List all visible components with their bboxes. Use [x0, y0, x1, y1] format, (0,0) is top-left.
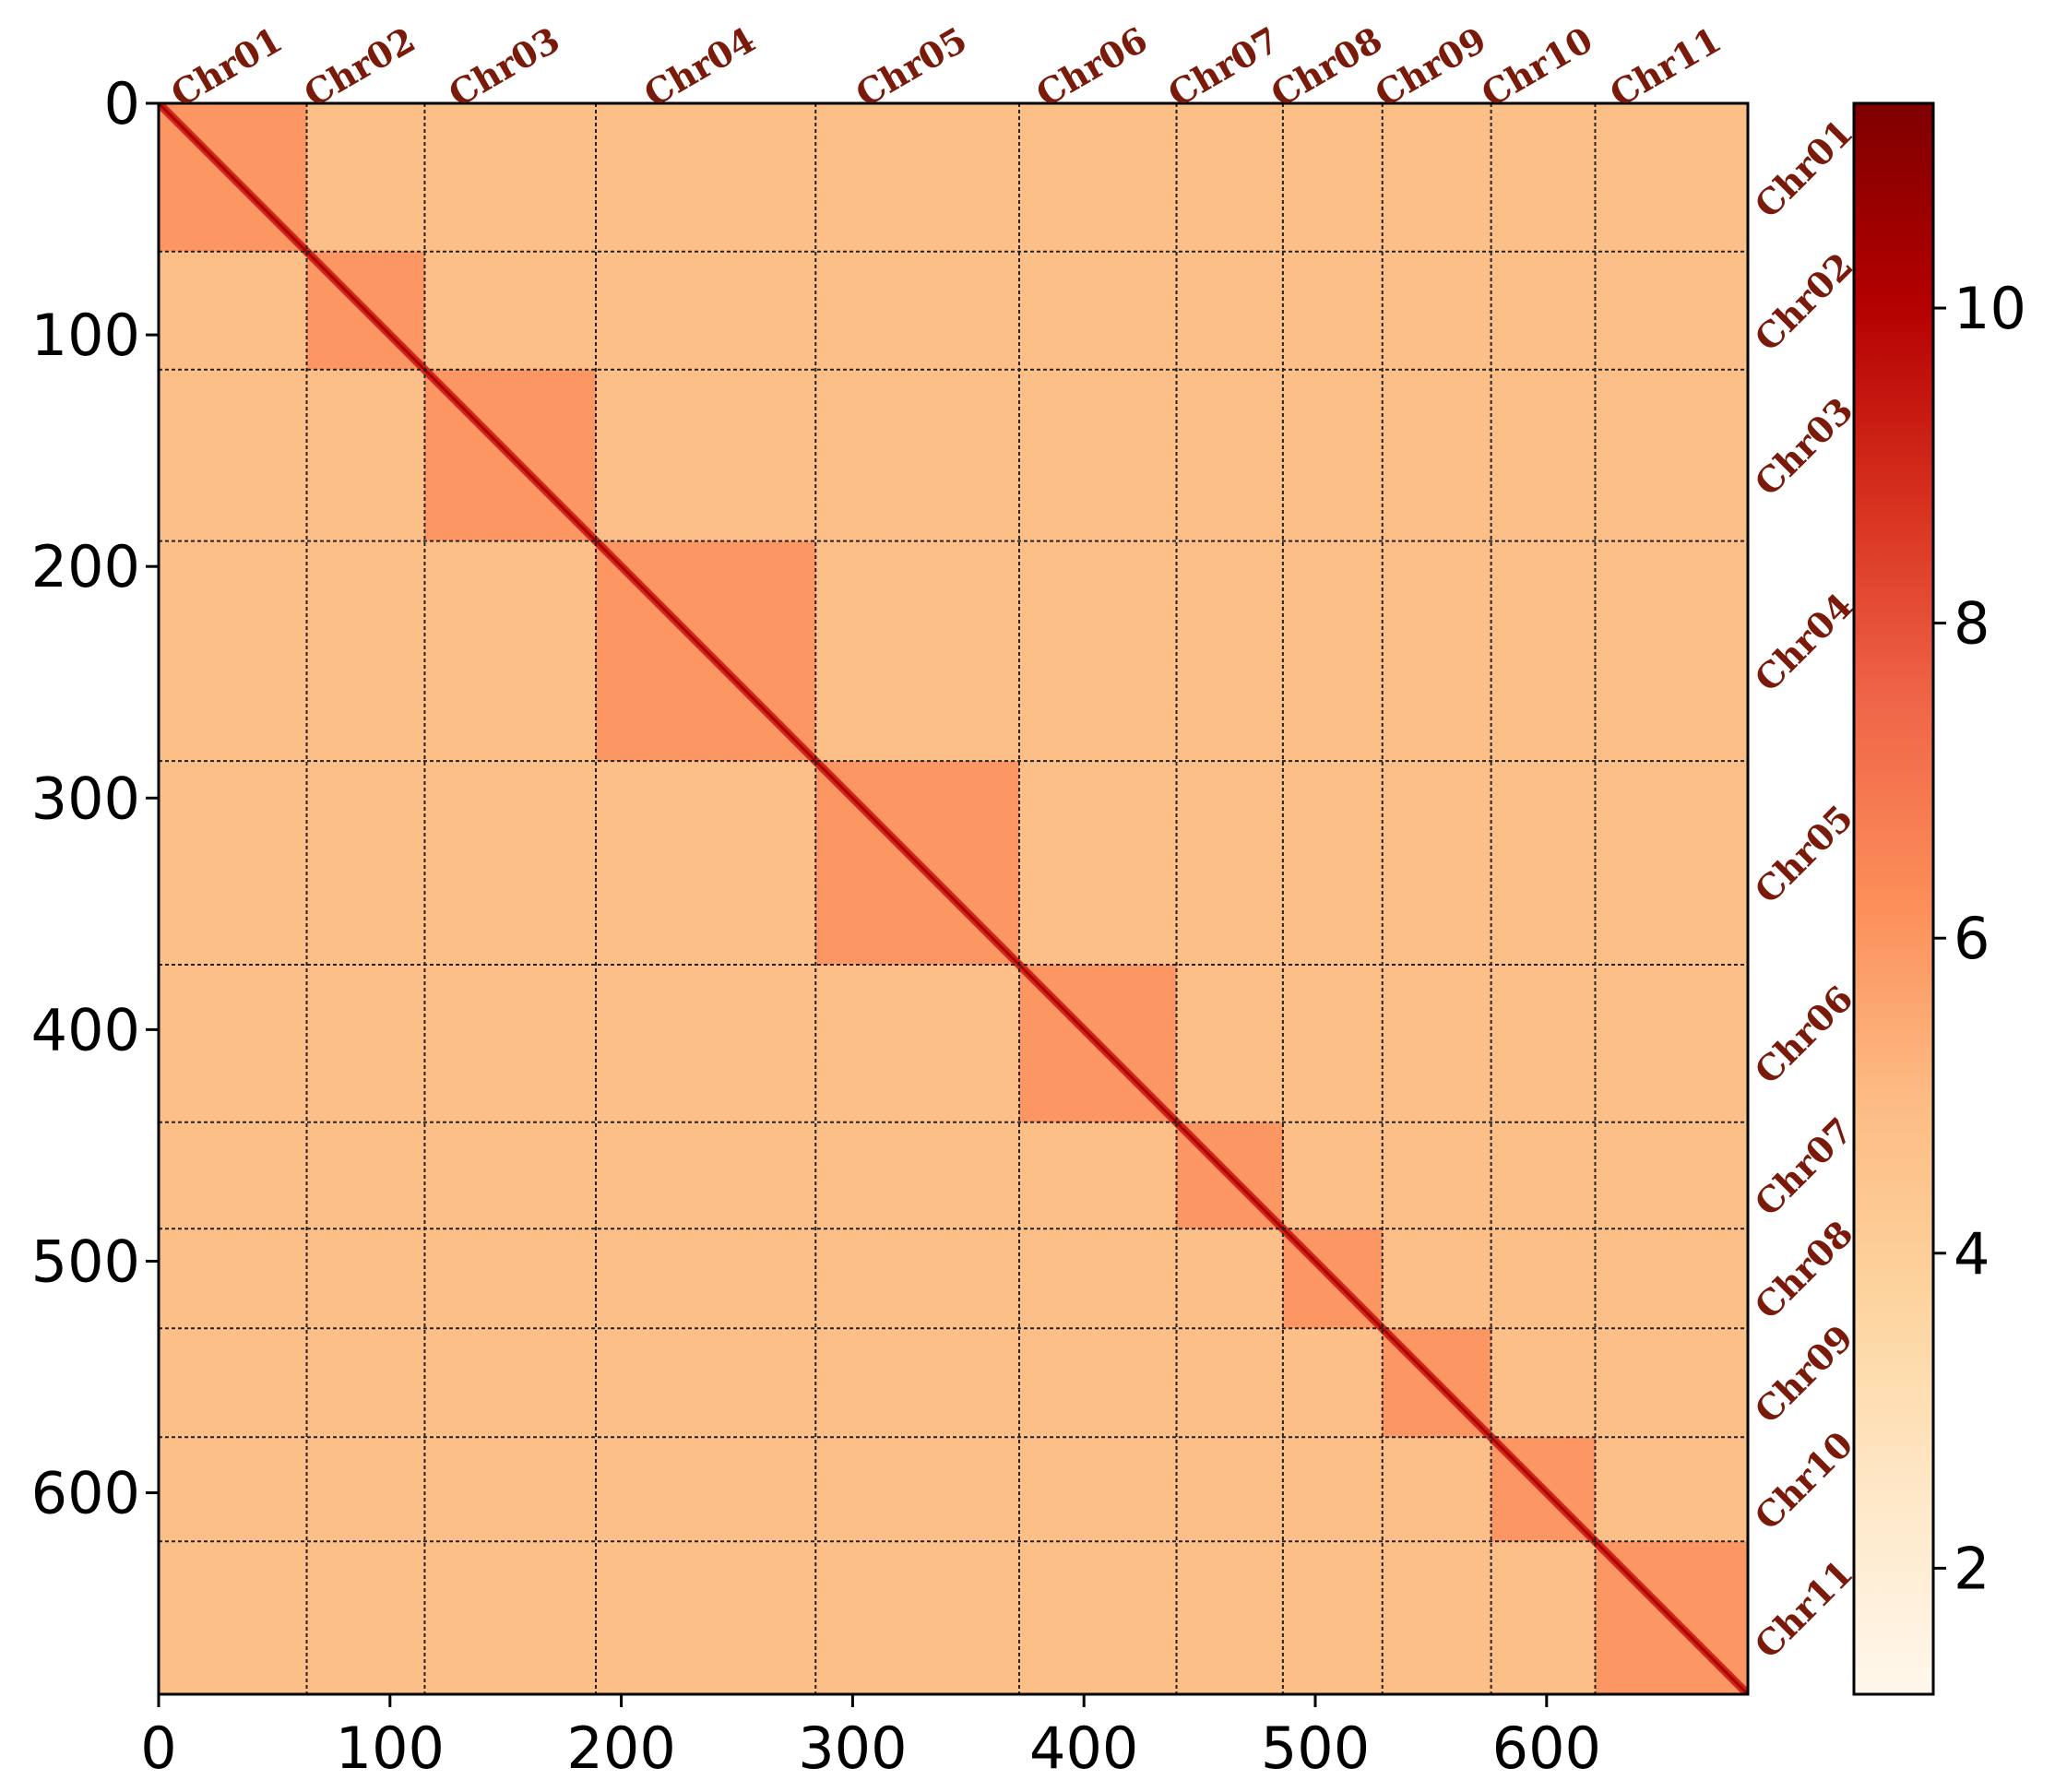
y-tick-label: 400	[31, 996, 140, 1063]
chromosome-label-right: Chr07	[1746, 1110, 1860, 1224]
diagonal-core	[159, 103, 1748, 1694]
chromosome-label-right: Chr06	[1746, 978, 1860, 1092]
colorbar-tick-label: 6	[1954, 905, 1990, 972]
colorbar-tick-label: 8	[1954, 590, 1990, 658]
chromosome-label-right: Chr11	[1746, 1551, 1860, 1666]
y-tick-label: 100	[31, 302, 140, 369]
chromosome-label-right: Chr04	[1746, 585, 1860, 699]
chromosome-label-top: Chr01	[164, 18, 290, 114]
x-tick-label: 300	[798, 1715, 907, 1782]
chromosome-label-top: Chr03	[442, 18, 567, 114]
x-tick-label: 400	[1029, 1715, 1138, 1782]
chromosome-labels-right: Chr01 Chr02 Chr03 Chr04 Chr05 Chr06 Chr07Chr08…	[1746, 112, 1860, 1667]
chromosome-label-top: Chr02	[297, 18, 422, 114]
chromosome-label-top: Chr07	[1161, 18, 1287, 114]
chromosome-label-right: Chr01	[1746, 112, 1860, 226]
chromosome-label-top: Chr06	[1029, 18, 1155, 114]
chromosome-boundaries	[159, 103, 1748, 1694]
chromosome-label-right: Chr05	[1746, 797, 1860, 911]
colorbar-tick-label: 2	[1954, 1535, 1990, 1602]
chromosome-label-right: Chr02	[1746, 244, 1860, 359]
chromosome-label-top: Chr08	[1264, 18, 1389, 114]
y-tick-label: 0	[104, 70, 140, 137]
y-axis: 0 100 200 300 400 500 600	[31, 70, 159, 1527]
y-tick-label: 300	[31, 765, 140, 832]
heatmap-plot-area	[159, 103, 1748, 1694]
chromosome-label-right: Chr08	[1746, 1213, 1860, 1327]
chromosome-label-top: Chr10	[1474, 18, 1599, 114]
x-tick-label: 200	[566, 1715, 675, 1782]
chromosome-label-top: Chr05	[849, 18, 974, 114]
chromosome-label-top: Chr09	[1368, 18, 1493, 114]
x-tick-label: 100	[336, 1715, 445, 1782]
colorbar-ticks: 2 4 6 8 10	[1933, 275, 2026, 1602]
x-tick-label: 500	[1261, 1715, 1370, 1782]
chromosome-label-right: Chr03	[1746, 389, 1860, 504]
colorbar: 2 4 6 8 10	[1852, 101, 2026, 1696]
colorbar-tick-label: 4	[1954, 1220, 1990, 1288]
y-tick-label: 500	[31, 1228, 140, 1295]
chromosome-label-right: Chr10	[1746, 1423, 1860, 1537]
heatmap-cells	[159, 103, 1748, 1694]
chromosome-label-top: Chr11	[1603, 18, 1728, 114]
heatmap-frame	[157, 101, 1750, 1696]
colorbar-bar	[1852, 101, 1935, 1696]
colorbar-tick-label: 10	[1954, 275, 2026, 342]
x-tick-label: 0	[140, 1715, 176, 1782]
y-tick-label: 200	[31, 533, 140, 600]
x-tick-label: 600	[1492, 1715, 1601, 1782]
chromosome-labels-top: Chr01 Chr02 Chr03 Chr04 Chr05 Chr06 Chr07Chr08…	[164, 18, 1728, 114]
x-axis: 0 100 200 300 400 500 600	[140, 1694, 1601, 1782]
y-tick-label: 600	[31, 1460, 140, 1527]
chromosome-label-top: Chr04	[637, 18, 763, 114]
chromosome-label-right: Chr09	[1746, 1317, 1860, 1431]
